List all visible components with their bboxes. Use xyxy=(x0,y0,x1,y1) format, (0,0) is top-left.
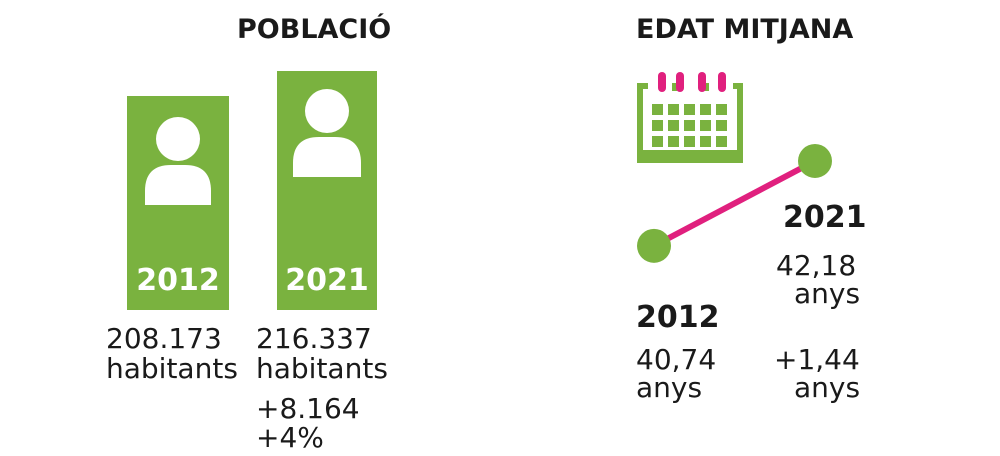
population-change-pct: +4% xyxy=(256,421,324,454)
age-trend-line xyxy=(652,158,817,249)
population-2012-value: 208.173 xyxy=(106,322,222,355)
calendar-cell xyxy=(668,136,679,147)
person-icon xyxy=(145,117,211,205)
population-2021-unit: habitants xyxy=(256,352,388,385)
age-point-2012 xyxy=(637,228,671,263)
bar-year-label: 2012 xyxy=(136,263,220,298)
population-change-abs: +8.164 xyxy=(256,392,360,425)
calendar-cell xyxy=(652,104,663,115)
age-change-value: +1,44 xyxy=(774,343,860,376)
population-2021-value: 216.337 xyxy=(256,322,372,355)
calendar-cell xyxy=(684,120,695,131)
age-point-2021 xyxy=(798,143,832,178)
age-line-chart xyxy=(637,143,832,263)
calendar-cell xyxy=(668,120,679,131)
calendar-icon xyxy=(637,72,743,163)
calendar-cell xyxy=(716,104,727,115)
calendar-cell xyxy=(684,136,695,147)
calendar-cell xyxy=(716,136,727,147)
calendar-cell xyxy=(684,104,695,115)
bar-2012: 2012 xyxy=(127,96,229,310)
calendar-cell xyxy=(716,120,727,131)
bar-2021: 2021 xyxy=(277,71,377,310)
calendar-cell xyxy=(700,136,711,147)
age-2012-year: 2012 xyxy=(636,300,720,335)
calendar-cell xyxy=(652,136,663,147)
population-2012-unit: habitants xyxy=(106,352,238,385)
person-icon xyxy=(293,89,361,177)
calendar-cell xyxy=(668,104,679,115)
age-2012-unit: anys xyxy=(636,371,703,404)
age-change-unit: anys xyxy=(794,371,861,404)
bar-year-label: 2021 xyxy=(285,263,369,298)
calendar-cell xyxy=(700,120,711,131)
calendar-cell xyxy=(700,104,711,115)
age-2012-value: 40,74 xyxy=(636,343,717,376)
age-title: EDAT MITJANA xyxy=(636,14,854,45)
population-title: POBLACIÓ xyxy=(237,14,392,45)
calendar-cell xyxy=(652,120,663,131)
age-2021-unit: anys xyxy=(794,277,861,310)
age-2021-value: 42,18 xyxy=(776,249,857,282)
age-2021-year: 2021 xyxy=(783,200,867,235)
